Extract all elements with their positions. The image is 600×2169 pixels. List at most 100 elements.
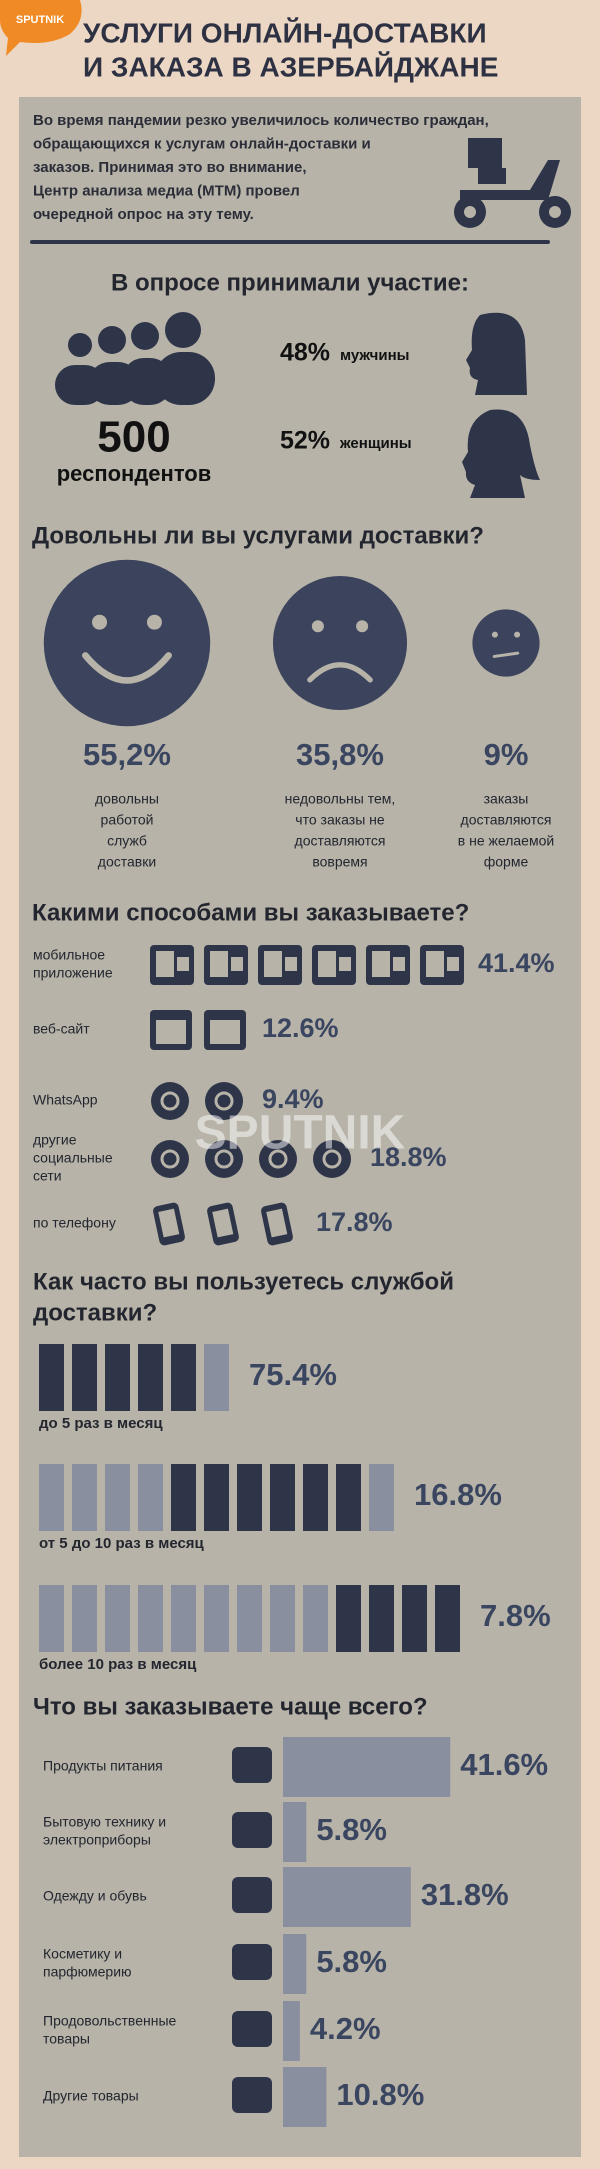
frequency-block	[171, 1464, 196, 1531]
frequency-block	[204, 1585, 229, 1652]
icon-detail	[285, 957, 297, 971]
icon-shape	[151, 1082, 189, 1120]
product-label: Одежду и обувь	[43, 1888, 147, 1904]
product-label: парфюмерию	[43, 1964, 132, 1980]
gender-label: мужчины	[340, 347, 410, 364]
icon-detail	[447, 957, 459, 971]
intro-text: Во время пандемии резко увеличилось коли…	[33, 112, 489, 129]
satisfaction-label: в не желаемой	[458, 833, 554, 849]
product-icon	[232, 1944, 272, 1980]
total-value: 500	[97, 413, 170, 462]
face	[272, 575, 408, 711]
icon-detail	[214, 1091, 234, 1111]
method-value: 12.6%	[262, 1013, 339, 1043]
method-label: другие	[33, 1132, 77, 1148]
intro-text: Центр анализа медиа (МТМ) провел	[33, 182, 300, 199]
frequency-block	[369, 1464, 394, 1531]
method-value: 41.4%	[478, 948, 555, 978]
frequency-block	[39, 1344, 64, 1411]
icon-detail	[231, 957, 243, 971]
method-icon	[420, 945, 464, 985]
method-label: веб-сайт	[33, 1021, 90, 1037]
product-label: Другие товары	[43, 2088, 139, 2104]
frequency-block	[105, 1344, 130, 1411]
product-bar	[283, 1737, 451, 1797]
section-title: В опросе принимали участие:	[111, 269, 469, 296]
woman-icon	[462, 409, 540, 498]
method-label: социальные	[33, 1150, 113, 1166]
method-icon	[312, 945, 356, 985]
method-icon	[258, 945, 302, 985]
gender-value: 48%	[280, 339, 330, 367]
face-mouth	[307, 662, 373, 683]
product-value: 5.8%	[316, 1944, 387, 1979]
icon-detail	[177, 957, 189, 971]
frequency-block	[171, 1585, 196, 1652]
logo-shape	[0, 0, 82, 56]
satisfaction-label: доставки	[98, 854, 156, 870]
frequency-block	[171, 1344, 196, 1411]
frequency-block	[105, 1464, 130, 1531]
face	[43, 559, 211, 727]
satisfaction-label: доставляются	[295, 833, 386, 849]
satisfaction-label: работой	[101, 812, 154, 828]
product-label: Косметику и	[43, 1946, 122, 1962]
frequency-block	[369, 1585, 394, 1652]
satisfaction-label: доставляются	[461, 812, 552, 828]
frequency-block	[72, 1585, 97, 1652]
icon-shape	[313, 1140, 351, 1178]
section-title: Довольны ли вы услугами доставки?	[32, 522, 484, 549]
icon-detail	[266, 1208, 288, 1238]
satisfaction-label: что заказы не	[295, 812, 385, 828]
frequency-block	[270, 1464, 295, 1531]
intro-text: очередной опрос на эту тему.	[33, 206, 254, 223]
frequency-label: до 5 раз в месяц	[39, 1415, 163, 1432]
satisfaction-label: служб	[107, 833, 147, 849]
frequency-block	[435, 1585, 460, 1652]
product-value: 31.8%	[421, 1877, 509, 1912]
product-icon	[232, 1877, 272, 1913]
frequency-label: от 5 до 10 раз в месяц	[39, 1535, 205, 1552]
face-eye	[491, 631, 498, 638]
product-bar	[283, 1802, 307, 1862]
icon-detail	[160, 1091, 180, 1111]
product-icon	[232, 1747, 272, 1783]
satisfaction-label: вовремя	[312, 854, 367, 870]
section-title: Что вы заказываете чаще всего?	[33, 1693, 428, 1720]
frequency-block	[72, 1344, 97, 1411]
face	[472, 609, 540, 677]
section-title: доставки?	[33, 1299, 157, 1326]
icon-detail	[318, 951, 336, 977]
section-title: Как часто вы пользуетесь службой	[33, 1268, 454, 1295]
method-icon	[207, 1202, 239, 1246]
frequency-block	[204, 1464, 229, 1531]
icon-detail	[156, 1020, 186, 1044]
face-eye	[311, 620, 324, 633]
method-icon	[150, 1010, 192, 1050]
icon-detail	[156, 951, 174, 977]
method-icon	[366, 945, 410, 985]
method-label: по телефону	[33, 1215, 116, 1231]
frequency-value: 75.4%	[249, 1357, 337, 1392]
frequency-block	[39, 1464, 64, 1531]
icon-detail	[160, 1149, 180, 1169]
icon-detail	[322, 1149, 342, 1169]
method-label: WhatsApp	[33, 1092, 98, 1108]
icon-detail	[393, 957, 405, 971]
title: УСЛУГИ ОНЛАЙН-ДОСТАВКИ	[83, 16, 487, 48]
intro-text: заказов. Принимая это во внимание,	[33, 159, 307, 176]
satisfaction-value: 9%	[484, 737, 529, 772]
frequency-value: 16.8%	[414, 1477, 502, 1512]
face-mouth	[82, 652, 172, 684]
method-icon	[151, 1140, 189, 1178]
method-label: приложение	[33, 965, 113, 981]
people-icon	[55, 312, 215, 405]
product-icon	[232, 2011, 272, 2047]
icon-detail	[268, 1149, 288, 1169]
frequency-block	[39, 1585, 64, 1652]
product-icon	[232, 2077, 272, 2113]
product-label: Продовольственные	[43, 2013, 177, 2029]
face-eye	[92, 614, 108, 630]
gender-value: 52%	[280, 427, 330, 455]
